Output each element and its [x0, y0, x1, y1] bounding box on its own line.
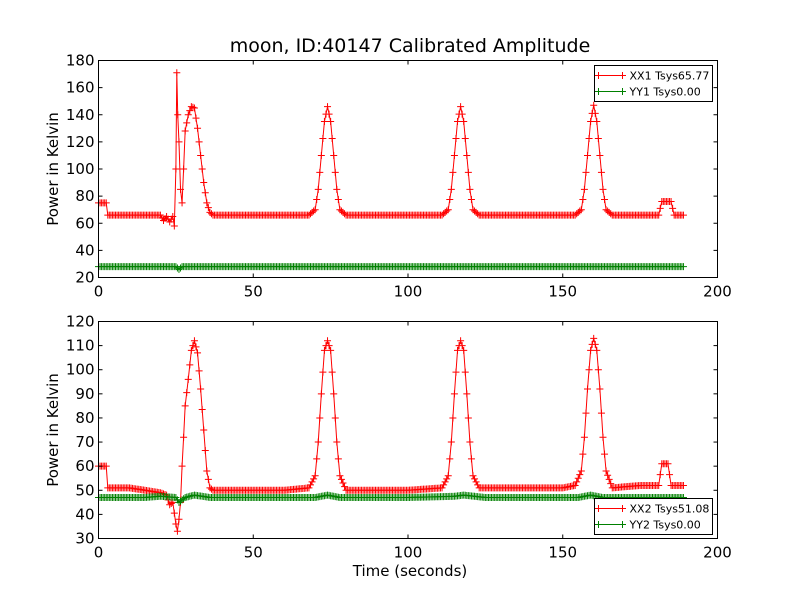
top-legend-box [594, 65, 713, 102]
top-y-tick-label: 180 [66, 52, 95, 70]
bottom-x-tick-label: 200 [703, 544, 732, 562]
top-y-tick-label: 140 [66, 106, 95, 124]
top-legend-label-1: YY1 Tsys0.00 [629, 86, 701, 99]
top-legend-label-0: XX1 Tsys65.77 [630, 70, 710, 83]
bottom-legend-label-0: XX2 Tsys51.08 [630, 503, 710, 516]
bottom-x-tick-label: 50 [244, 544, 263, 562]
bottom-plot: 0 50 100 150 200 30 40 50 60 70 80 90 100 110 120 Powe… [44, 313, 732, 562]
bottom-x-tick-label: 100 [394, 544, 423, 562]
bottom-legend-entry-0: XX2 Tsys51.08 [595, 503, 709, 516]
top-legend-marker-1 [595, 88, 626, 95]
bottom-legend-box [594, 498, 713, 535]
top-x-tick-label: 200 [703, 283, 732, 301]
bottom-y-tick-label: 100 [66, 361, 95, 379]
top-x-tick-label: 50 [244, 283, 263, 301]
bottom-legend-label-1: YY2 Tsys0.00 [629, 519, 701, 532]
top-plot: 0 50 100 150 200 20 40 60 80 100 120 140 160 180 Powe… [44, 52, 732, 301]
top-x-tick-label: 150 [548, 283, 577, 301]
bottom-legend: XX2 Tsys51.08 YY2 Tsys0.00 [594, 498, 713, 535]
top-y-tick-label: 20 [75, 269, 94, 287]
top-y-tick-label: 100 [66, 160, 95, 178]
top-x-tick-label: 0 [94, 283, 104, 301]
top-legend-marker-0 [595, 72, 626, 79]
bottom-y-tick-label: 40 [75, 505, 94, 523]
top-y-tick-label: 120 [66, 133, 95, 151]
bottom-ylabel: Power in Kelvin [44, 373, 62, 487]
top-y-tick-label: 80 [75, 187, 94, 205]
top-legend-entry-1: YY1 Tsys0.00 [595, 86, 701, 99]
top-y-tick-label: 40 [75, 241, 94, 259]
bottom-y-tick-label: 90 [75, 385, 94, 403]
bottom-y-tick-label: 110 [66, 337, 95, 355]
bottom-x-tick-label: 0 [94, 544, 104, 562]
top-y-tick-label: 160 [66, 79, 95, 97]
bottom-y-tick-label: 60 [75, 457, 94, 475]
top-series-yy [95, 263, 687, 273]
bottom-y-tick-label: 80 [75, 409, 94, 427]
bottom-y-tick-label: 120 [66, 313, 95, 331]
bottom-y-tick-label: 50 [75, 481, 94, 499]
bottom-y-tick-label: 70 [75, 433, 94, 451]
top-legend-entry-0: XX1 Tsys65.77 [595, 70, 709, 83]
bottom-y-tick-label: 30 [75, 530, 94, 548]
bottom-legend-marker-1 [595, 521, 626, 528]
x-axis-label: Time (seconds) [352, 562, 468, 580]
top-y-tick-label: 60 [75, 214, 94, 232]
figure-title: moon, ID:40147 Calibrated Amplitude [230, 35, 591, 57]
top-x-tick-label: 100 [394, 283, 423, 301]
bottom-x-tick-label: 150 [548, 544, 577, 562]
bottom-legend-entry-1: YY2 Tsys0.00 [595, 519, 701, 532]
top-ylabel: Power in Kelvin [44, 112, 62, 226]
top-legend: XX1 Tsys65.77 YY1 Tsys0.00 [594, 65, 713, 102]
bottom-legend-marker-0 [595, 505, 626, 512]
